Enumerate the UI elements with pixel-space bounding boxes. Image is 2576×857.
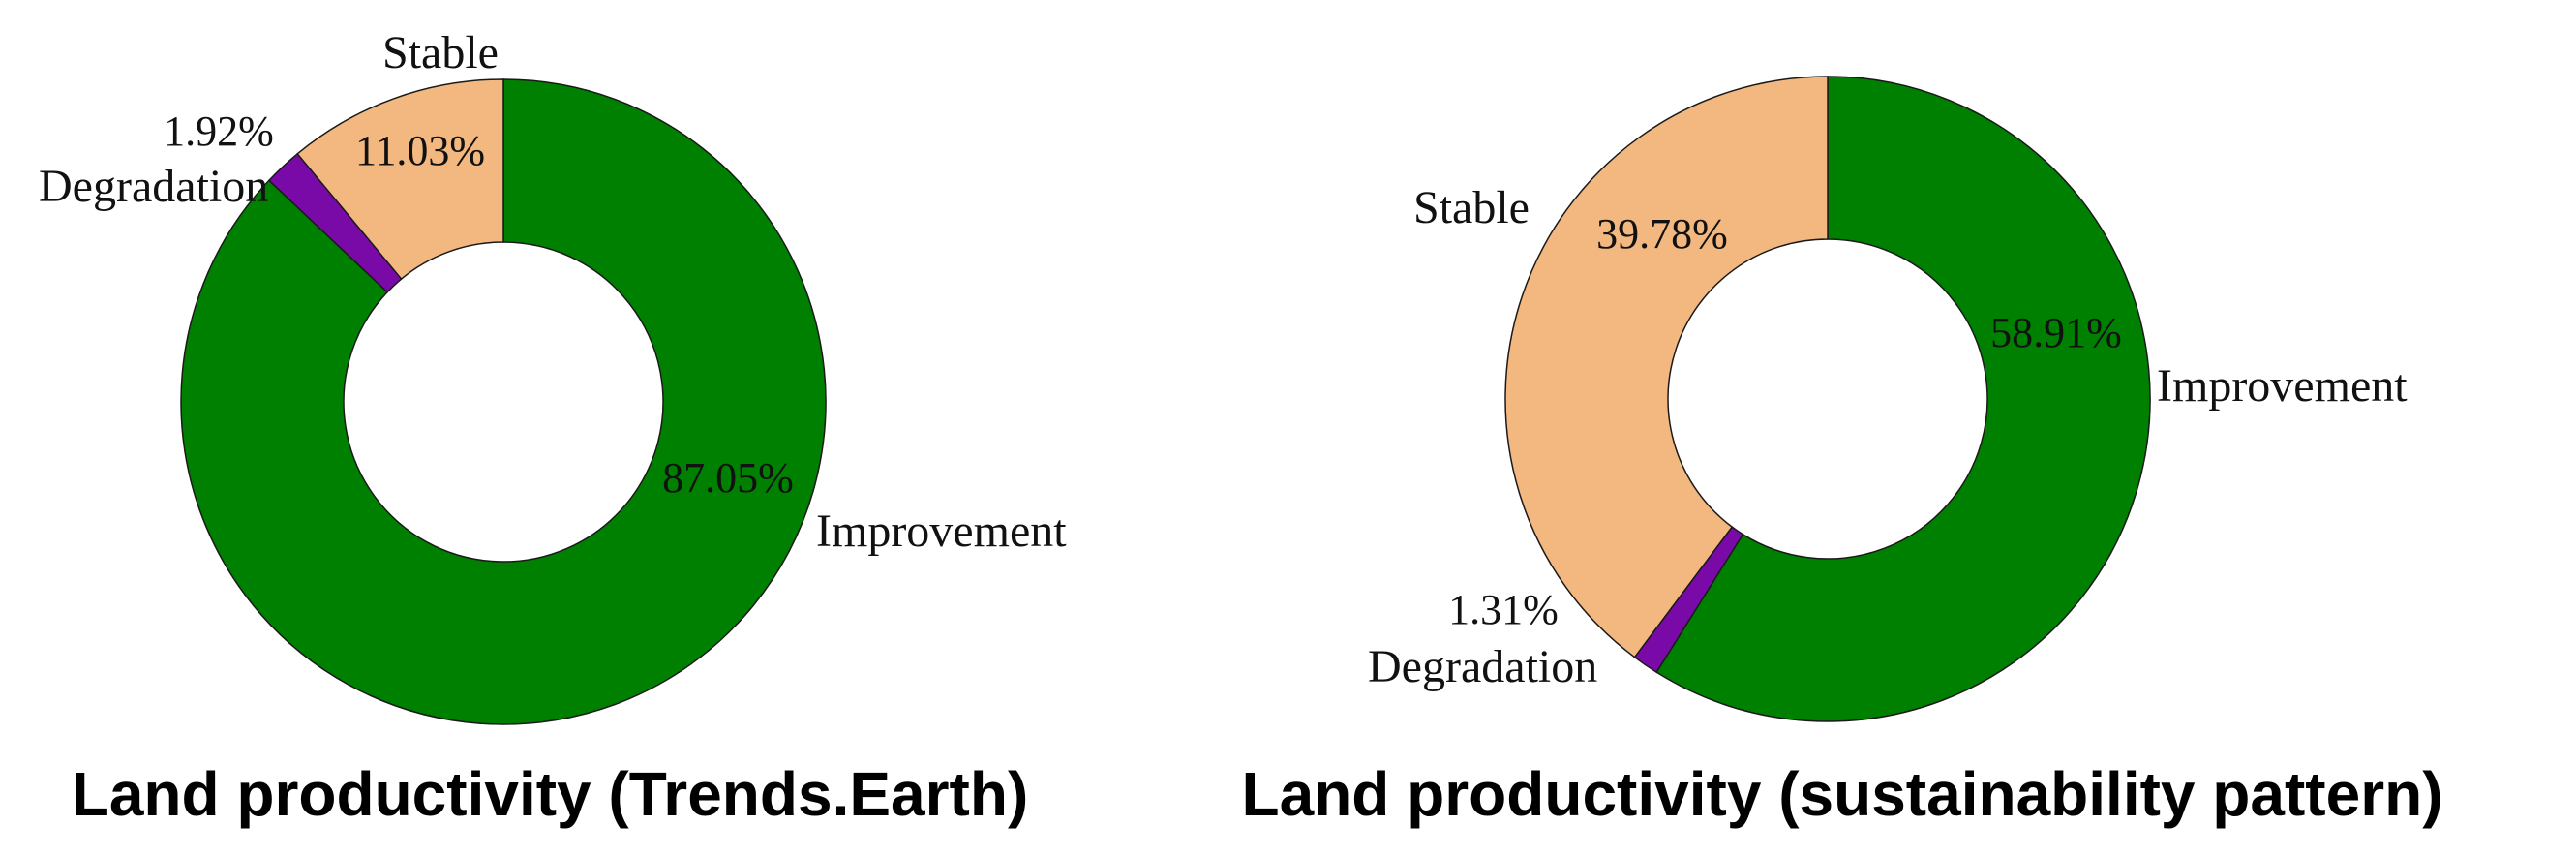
- donut-slices: [180, 78, 827, 725]
- slice-percent-label-stable: 39.78%: [1596, 210, 1728, 258]
- chart-title: Land productivity (sustainability patter…: [1242, 759, 2443, 829]
- donut-slices: [1504, 76, 2151, 722]
- slice-percent-label-stable: 11.03%: [355, 127, 485, 174]
- slice-category-label-degradation: Degradation: [39, 161, 268, 212]
- slice-percent-label-improvement: 58.91%: [1990, 309, 2122, 356]
- slice-category-label-improvement: Improvement: [816, 505, 1067, 557]
- slice-category-label-stable: Stable: [382, 27, 499, 78]
- slice-category-label-degradation: Degradation: [1368, 641, 1597, 692]
- slice-category-label-stable: Stable: [1413, 182, 1530, 233]
- slice-stable: [1504, 76, 1829, 658]
- chart-title: Land productivity (Trends.Earth): [72, 759, 1029, 829]
- slice-stable: [296, 78, 504, 281]
- donut-chart-sustainability-pattern: 58.91% Improvement 1.31% Degradation 39.…: [1242, 76, 2443, 829]
- slice-percent-label-degradation: 1.31%: [1448, 586, 1559, 633]
- slice-percent-label-improvement: 87.05%: [662, 454, 794, 502]
- slice-category-label-improvement: Improvement: [2157, 360, 2408, 412]
- slice-improvement: [1655, 76, 2151, 722]
- donut-chart-trends-earth: 87.05% Improvement 1.92% Degradation 11.…: [39, 27, 1067, 829]
- slice-percent-label-degradation: 1.92%: [164, 107, 274, 155]
- slice-improvement: [180, 78, 827, 725]
